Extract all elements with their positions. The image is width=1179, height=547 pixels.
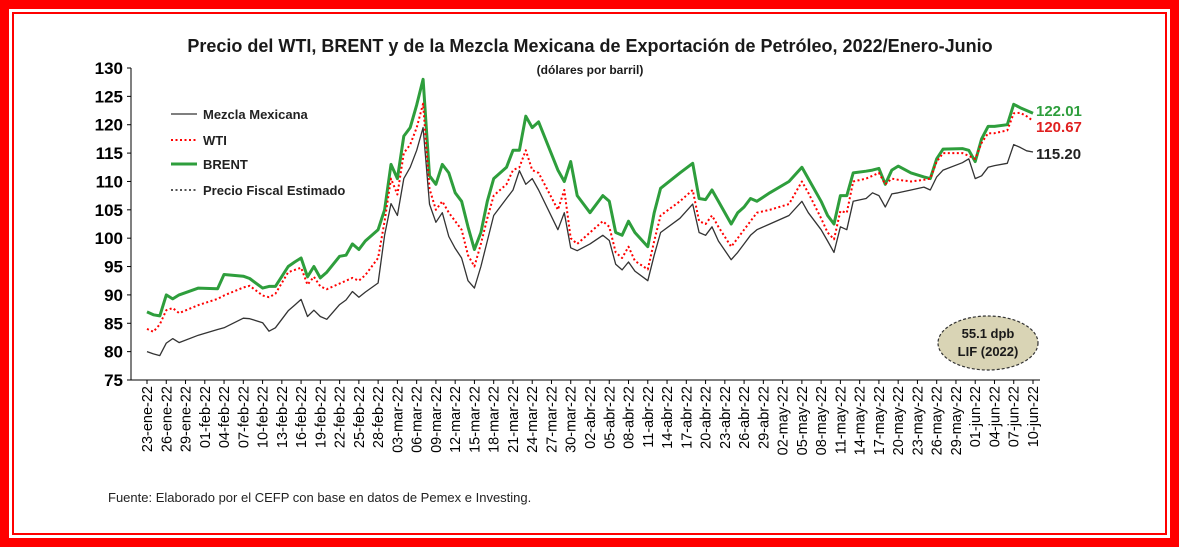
x-tick-label: 15-mar-22 xyxy=(467,386,483,453)
y-tick-label: 125 xyxy=(95,87,123,106)
chart-title: Precio del WTI, BRENT y de la Mezcla Mex… xyxy=(187,36,992,56)
x-tick-label: 11-may-22 xyxy=(833,386,849,454)
x-tick-label: 29-abr-22 xyxy=(756,386,772,449)
x-tick-label: 14-abr-22 xyxy=(660,386,676,449)
x-tick-label: 29-ene-22 xyxy=(179,386,195,452)
x-tick-label: 07-jun-22 xyxy=(1007,386,1023,447)
x-tick-label: 12-mar-22 xyxy=(448,386,464,453)
y-tick-label: 110 xyxy=(96,172,123,191)
x-tick-label: 28-feb-22 xyxy=(371,386,387,448)
x-tick-label: 14-may-22 xyxy=(853,386,869,455)
x-tick-label: 29-may-22 xyxy=(949,386,965,455)
legend-label: Mezcla Mexicana xyxy=(203,107,309,122)
inner-red-frame xyxy=(12,12,1167,535)
x-tick-label: 04-jun-22 xyxy=(987,386,1003,447)
x-tick-label: 01-jun-22 xyxy=(968,386,984,447)
annotation-line-1: 55.1 dpb xyxy=(962,326,1015,341)
y-tick-label: 95 xyxy=(104,258,123,277)
y-tick-label: 105 xyxy=(95,201,123,220)
x-tick-label: 17-may-22 xyxy=(872,386,888,455)
y-tick-label: 75 xyxy=(104,371,123,390)
end-value-label: 122.01 xyxy=(1036,103,1082,120)
x-tick-label: 10-jun-22 xyxy=(1026,386,1042,447)
x-tick-label: 23-may-22 xyxy=(910,386,926,455)
x-tick-label: 16-feb-22 xyxy=(294,386,310,448)
x-tick-label: 11-abr-22 xyxy=(641,386,657,448)
x-tick-label: 07-feb-22 xyxy=(236,386,252,448)
x-tick-label: 23-ene-22 xyxy=(140,386,156,452)
y-tick-label: 85 xyxy=(104,314,123,333)
legend-label: BRENT xyxy=(203,157,248,172)
x-tick-label: 13-feb-22 xyxy=(275,386,291,448)
x-tick-label: 06-mar-22 xyxy=(410,386,426,453)
x-tick-label: 20-abr-22 xyxy=(699,386,715,449)
end-value-label: 120.67 xyxy=(1036,119,1082,136)
source-note: Fuente: Elaborado por el CEFP con base e… xyxy=(108,490,531,505)
series-line-brent xyxy=(146,77,1034,318)
x-tick-label: 26-abr-22 xyxy=(737,386,753,449)
x-tick-label: 25-feb-22 xyxy=(352,386,368,448)
x-tick-label: 30-mar-22 xyxy=(564,386,580,453)
x-tick-label: 24-mar-22 xyxy=(525,386,541,453)
x-tick-label: 03-mar-22 xyxy=(390,386,406,453)
series-line-mezcla-mexicana xyxy=(146,126,1034,357)
x-tick-label: 27-mar-22 xyxy=(544,386,560,453)
lif-annotation xyxy=(937,315,1039,371)
y-tick-label: 120 xyxy=(95,116,123,135)
x-tick-label: 10-feb-22 xyxy=(256,386,272,448)
series-line-wti xyxy=(146,102,1034,333)
x-tick-label: 05-abr-22 xyxy=(602,386,618,449)
x-tick-label: 05-may-22 xyxy=(795,386,811,455)
x-tick-label: 01-feb-22 xyxy=(198,386,214,448)
y-tick-label: 115 xyxy=(96,144,123,163)
x-tick-label: 08-abr-22 xyxy=(622,386,638,449)
chart-subtitle: (dólares por barril) xyxy=(537,63,644,77)
end-value-label: 115.20 xyxy=(1036,146,1081,163)
legend-label: WTI xyxy=(203,133,227,148)
x-tick-label: 02-may-22 xyxy=(776,386,792,455)
y-tick-label: 80 xyxy=(104,343,123,362)
x-tick-label: 09-mar-22 xyxy=(429,386,445,453)
annotation-line-2: LIF (2022) xyxy=(958,344,1019,359)
x-tick-label: 04-feb-22 xyxy=(217,386,233,448)
x-tick-label: 26-may-22 xyxy=(930,386,946,455)
x-tick-label: 19-feb-22 xyxy=(313,386,329,448)
x-tick-label: 26-ene-22 xyxy=(159,386,175,452)
x-tick-label: 21-mar-22 xyxy=(506,386,522,453)
x-tick-label: 02-abr-22 xyxy=(583,386,599,449)
x-tick-label: 23-abr-22 xyxy=(718,386,734,449)
legend-label: Precio Fiscal Estimado xyxy=(203,183,345,198)
x-tick-label: 20-may-22 xyxy=(891,386,907,455)
x-tick-label: 08-may-22 xyxy=(814,386,830,455)
y-tick-label: 90 xyxy=(104,286,123,305)
y-tick-label: 100 xyxy=(95,229,123,248)
x-tick-label: 17-abr-22 xyxy=(679,386,695,449)
x-tick-label: 22-feb-22 xyxy=(333,386,349,448)
y-tick-label: 130 xyxy=(95,59,123,78)
x-tick-label: 18-mar-22 xyxy=(487,386,503,453)
